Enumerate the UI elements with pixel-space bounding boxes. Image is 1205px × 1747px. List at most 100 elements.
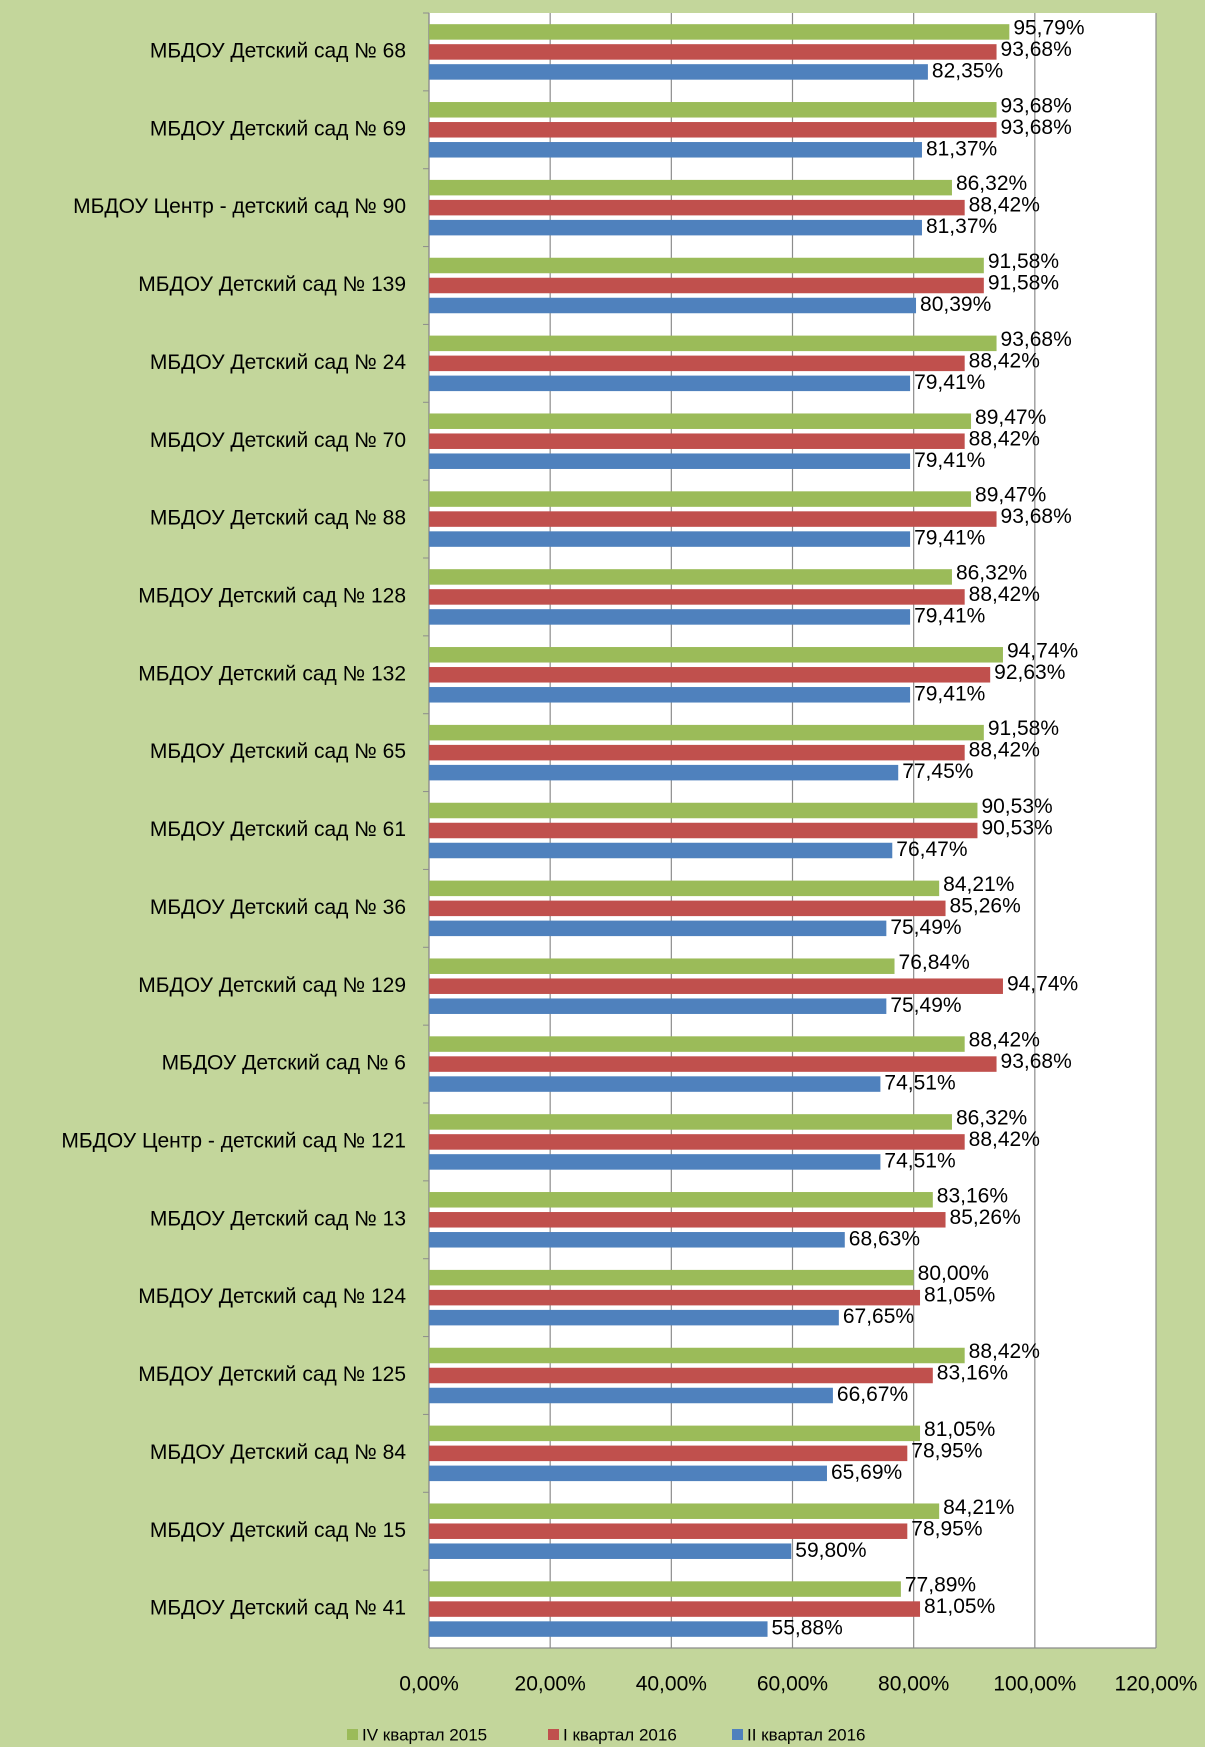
x-tick-label: 100,00%	[993, 1673, 1076, 1696]
bar	[429, 1465, 827, 1482]
data-label: 76,84%	[899, 951, 970, 974]
data-label: 82,35%	[932, 59, 1003, 82]
bar	[429, 453, 911, 469]
data-label: 90,53%	[981, 817, 1052, 840]
x-tick-label: 40,00%	[636, 1673, 707, 1696]
legend-swatch	[732, 1729, 743, 1740]
y-tick-label: МБДОУ Центр - детский сад № 90	[73, 195, 406, 218]
bar	[429, 413, 972, 429]
data-label: 77,45%	[902, 760, 973, 783]
legend-swatch	[548, 1729, 559, 1740]
data-label: 74,51%	[884, 1149, 955, 1172]
bar	[429, 1309, 839, 1326]
bar	[429, 764, 899, 781]
data-label: 78,95%	[911, 1439, 982, 1462]
bar	[429, 1621, 768, 1637]
bar	[429, 1269, 914, 1286]
data-label: 76,47%	[896, 838, 967, 861]
bar	[429, 822, 978, 839]
bar	[429, 1523, 908, 1539]
data-label: 93,68%	[1001, 1050, 1072, 1073]
data-label: 79,41%	[914, 371, 985, 394]
data-label: 79,41%	[914, 604, 985, 627]
bar	[429, 179, 952, 196]
y-tick-label: МБДОУ Детский сад № 15	[150, 1519, 406, 1542]
bar	[429, 1425, 921, 1442]
data-label: 89,47%	[975, 406, 1046, 429]
data-label: 88,42%	[969, 427, 1040, 450]
bar	[429, 64, 928, 80]
bar	[429, 647, 1003, 663]
data-label: 94,74%	[1007, 639, 1078, 662]
x-tick-label: 120,00%	[1115, 1673, 1198, 1696]
data-label: 86,32%	[956, 172, 1027, 195]
x-tick-label: 80,00%	[878, 1673, 949, 1696]
data-label: 81,37%	[926, 215, 997, 238]
data-label: 81,05%	[924, 1284, 995, 1307]
data-label: 93,68%	[1001, 94, 1072, 117]
data-label: 83,16%	[937, 1362, 1008, 1385]
bar	[429, 1347, 965, 1364]
bar	[429, 1114, 952, 1130]
data-label: 88,42%	[969, 1340, 1040, 1363]
bar	[429, 667, 991, 683]
bar	[429, 842, 893, 859]
data-label: 88,42%	[969, 1029, 1040, 1052]
data-label: 93,68%	[1001, 116, 1072, 139]
data-label: 59,80%	[795, 1539, 866, 1562]
bar	[429, 880, 940, 897]
y-tick-label: МБДОУ Детский сад № 129	[138, 974, 406, 997]
bar	[429, 1154, 881, 1170]
y-tick-label: МБДОУ Детский сад № 84	[150, 1441, 406, 1464]
data-label: 67,65%	[843, 1305, 914, 1328]
bar	[429, 802, 978, 819]
y-tick-label: МБДОУ Детский сад № 88	[150, 507, 406, 530]
bar	[429, 1367, 933, 1384]
bar	[429, 122, 997, 138]
bar	[429, 724, 984, 741]
data-label: 79,41%	[914, 449, 985, 472]
y-tick-label: МБДОУ Детский сад № 24	[150, 351, 406, 374]
bar	[429, 219, 922, 236]
y-tick-label: МБДОУ Детский сад № 124	[138, 1285, 406, 1308]
bar	[429, 609, 911, 625]
bar	[429, 744, 965, 761]
bar	[429, 978, 1003, 994]
data-label: 75,49%	[890, 994, 961, 1017]
legend-label: IV квартал 2015	[362, 1725, 487, 1744]
data-label: 81,05%	[924, 1595, 995, 1618]
data-label: 79,41%	[914, 527, 985, 550]
data-label: 80,00%	[918, 1262, 989, 1285]
bar	[429, 1056, 997, 1072]
data-label: 85,26%	[950, 894, 1021, 917]
data-label: 86,32%	[956, 561, 1027, 584]
data-label: 80,39%	[920, 293, 991, 316]
bar	[429, 375, 911, 392]
bar	[429, 44, 997, 60]
bar	[429, 24, 1010, 40]
bar	[429, 687, 911, 703]
data-label: 88,42%	[969, 1128, 1040, 1151]
data-label: 81,37%	[926, 137, 997, 160]
y-tick-label: МБДОУ Детский сад № 70	[150, 429, 406, 452]
data-label: 84,21%	[943, 1496, 1014, 1519]
y-tick-label: МБДОУ Детский сад № 13	[150, 1207, 406, 1230]
bar	[429, 1503, 940, 1519]
data-label: 55,88%	[772, 1617, 843, 1640]
data-label: 91,58%	[988, 250, 1059, 273]
data-label: 92,63%	[994, 661, 1065, 684]
y-tick-label: МБДОУ Детский сад № 36	[150, 896, 406, 919]
data-label: 75,49%	[890, 916, 961, 939]
data-label: 88,42%	[969, 583, 1040, 606]
data-label: 93,68%	[1001, 505, 1072, 528]
legend-label: I квартал 2016	[563, 1725, 677, 1744]
data-label: 65,69%	[831, 1461, 902, 1484]
data-label: 79,41%	[914, 682, 985, 705]
bar	[429, 1036, 965, 1052]
data-label: 91,58%	[988, 272, 1059, 295]
bar	[429, 297, 917, 314]
x-tick-label: 20,00%	[515, 1673, 586, 1696]
y-tick-label: МБДОУ Детский сад № 139	[138, 273, 406, 296]
bar	[429, 257, 984, 274]
